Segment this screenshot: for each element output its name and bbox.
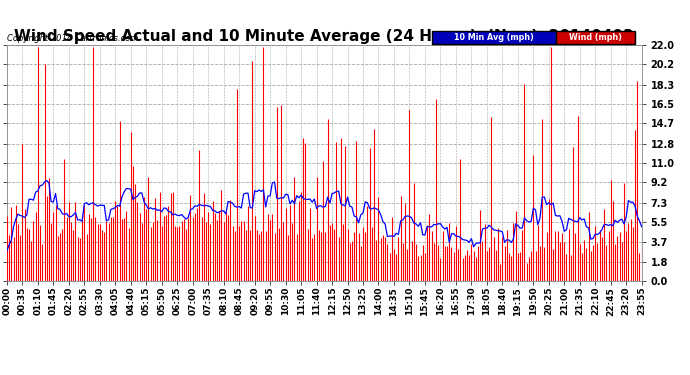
Text: Copyright 2014 Cartronics.com: Copyright 2014 Cartronics.com: [7, 34, 138, 43]
Text: Wind (mph): Wind (mph): [569, 33, 622, 42]
FancyBboxPatch shape: [432, 31, 556, 44]
Text: 10 Min Avg (mph): 10 Min Avg (mph): [454, 33, 534, 42]
Title: Wind Speed Actual and 10 Minute Average (24 Hours)  (New)  20140403: Wind Speed Actual and 10 Minute Average …: [14, 29, 634, 44]
FancyBboxPatch shape: [556, 31, 635, 44]
